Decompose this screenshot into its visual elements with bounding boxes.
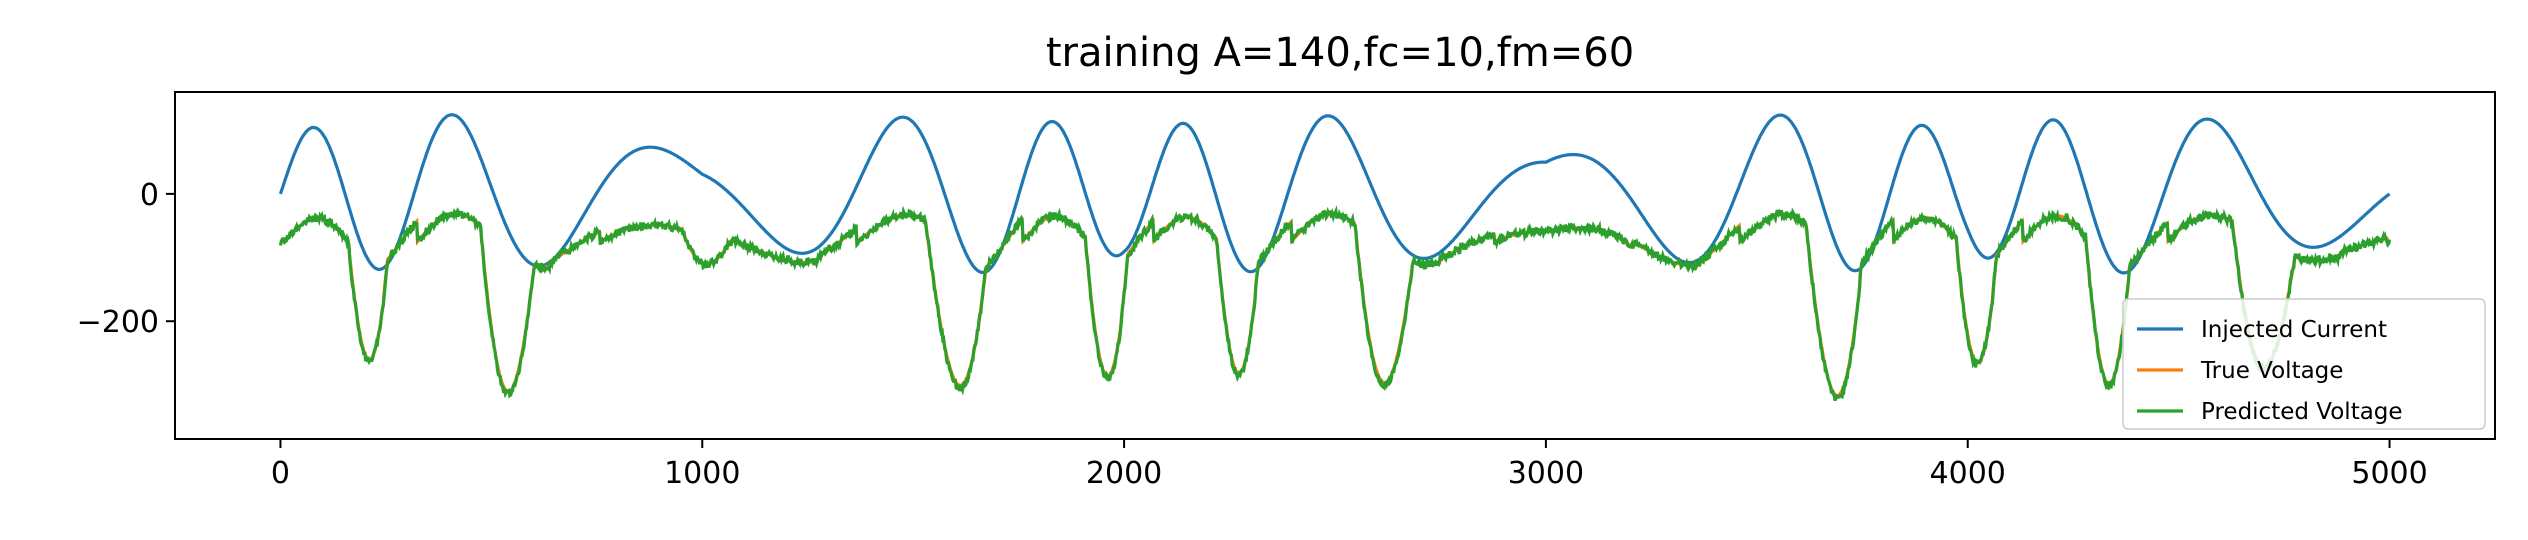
- series-layer: [278, 113, 2392, 402]
- chart-title: training A=140,fc=10,fm=60: [1046, 30, 1634, 76]
- x-tick-label: 4000: [1930, 456, 2006, 491]
- y-axis: 0 −200: [77, 178, 175, 340]
- x-axis: 0 1000 2000 3000 4000 5000: [271, 439, 2428, 491]
- legend: Injected Current True Voltage Predicted Vo…: [2122, 298, 2486, 430]
- x-tick-label: 3000: [1508, 456, 1584, 491]
- legend-box: [2122, 298, 2486, 430]
- legend-entry: Predicted Voltage: [2201, 399, 2403, 425]
- legend-entry: True Voltage: [2200, 358, 2343, 384]
- x-tick-label: 5000: [2351, 456, 2427, 491]
- x-tick-label: 2000: [1086, 456, 1162, 491]
- series-line-injected-current: [278, 113, 2391, 275]
- legend-entry: Injected Current: [2201, 317, 2387, 343]
- plot-frame: [174, 91, 2496, 440]
- y-tick-label: 0: [140, 178, 159, 213]
- x-tick-label: 1000: [664, 456, 740, 491]
- x-tick-label: 0: [271, 456, 290, 491]
- y-tick-label: −200: [77, 305, 159, 340]
- series-line-predicted-voltage: [278, 205, 2392, 402]
